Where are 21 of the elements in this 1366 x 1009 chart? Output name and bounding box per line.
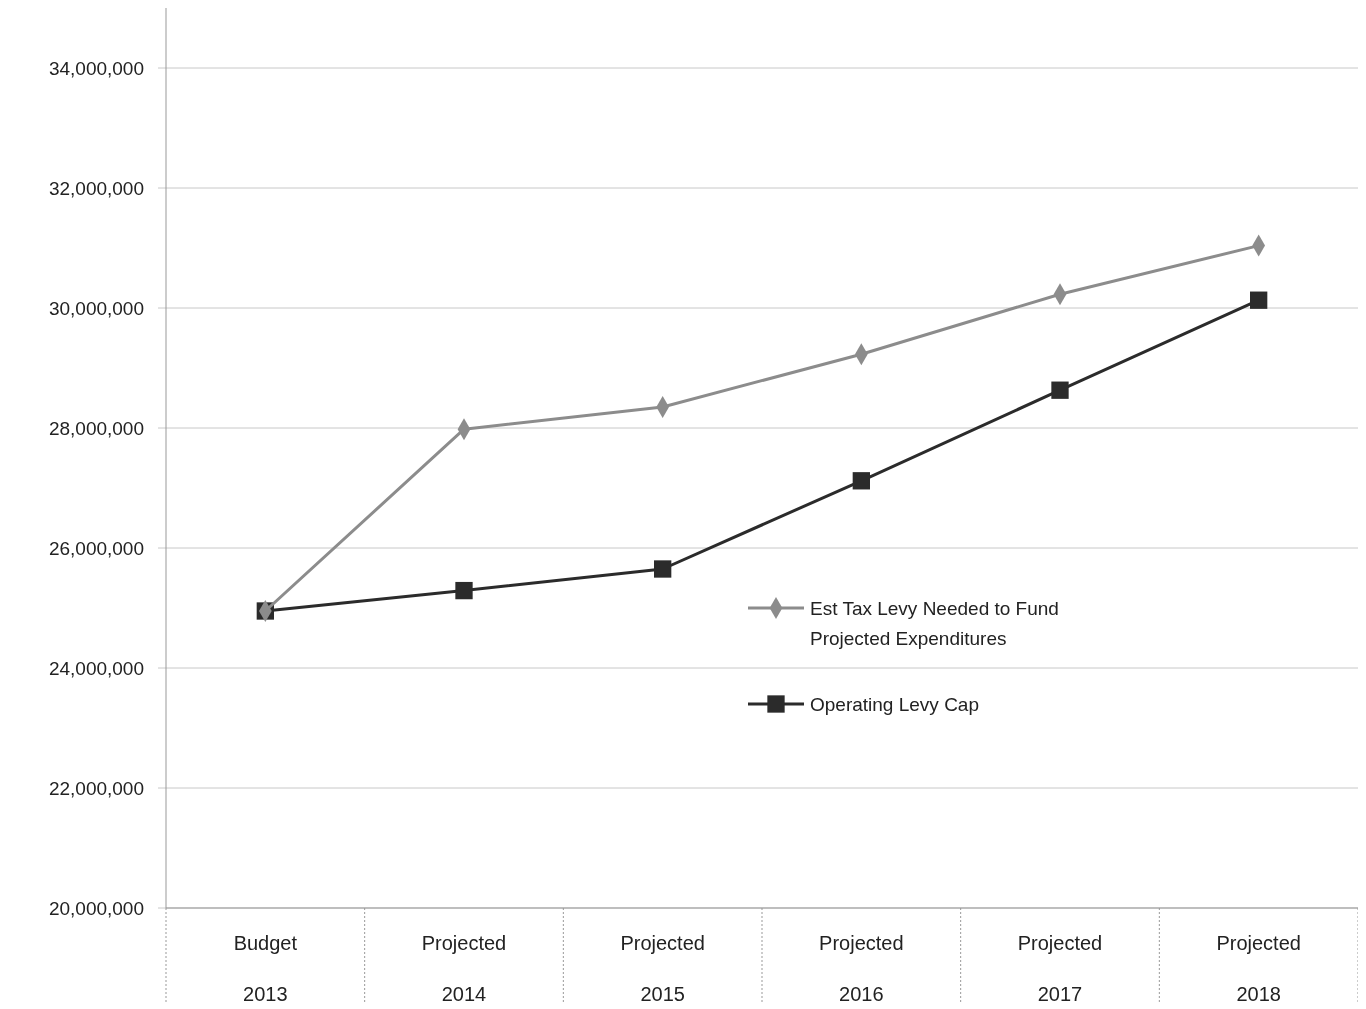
y-tick-label: 32,000,000 [48, 177, 144, 199]
point [654, 560, 672, 578]
y-tick-label: 20,000,000 [48, 897, 144, 919]
y-tick-label: 34,000,000 [48, 57, 144, 79]
legend-label: Est Tax Levy Needed to Fund Projected Expenditures [810, 597, 1059, 649]
y-tick-label: 22,000,000 [48, 777, 144, 799]
y-tick-label: 24,000,000 [48, 657, 144, 679]
point [455, 581, 473, 600]
point [1250, 291, 1268, 309]
category-label: Projected 2014 [421, 932, 507, 1005]
category-label: Projected 2018 [1216, 932, 1301, 1005]
point [852, 472, 870, 490]
category-label: Projected 2017 [1017, 932, 1103, 1005]
point [1051, 381, 1069, 399]
y-tick-label: 28,000,000 [48, 417, 144, 439]
category-label: Budget 2013 [233, 932, 298, 1005]
category-label: Projected 2015 [620, 932, 705, 1005]
category-label: Projected 2016 [819, 932, 904, 1005]
legend-label: Operating Levy Cap [810, 693, 979, 715]
y-tick-label: 30,000,000 [48, 297, 144, 319]
y-tick-label: 26,000,000 [48, 537, 144, 559]
